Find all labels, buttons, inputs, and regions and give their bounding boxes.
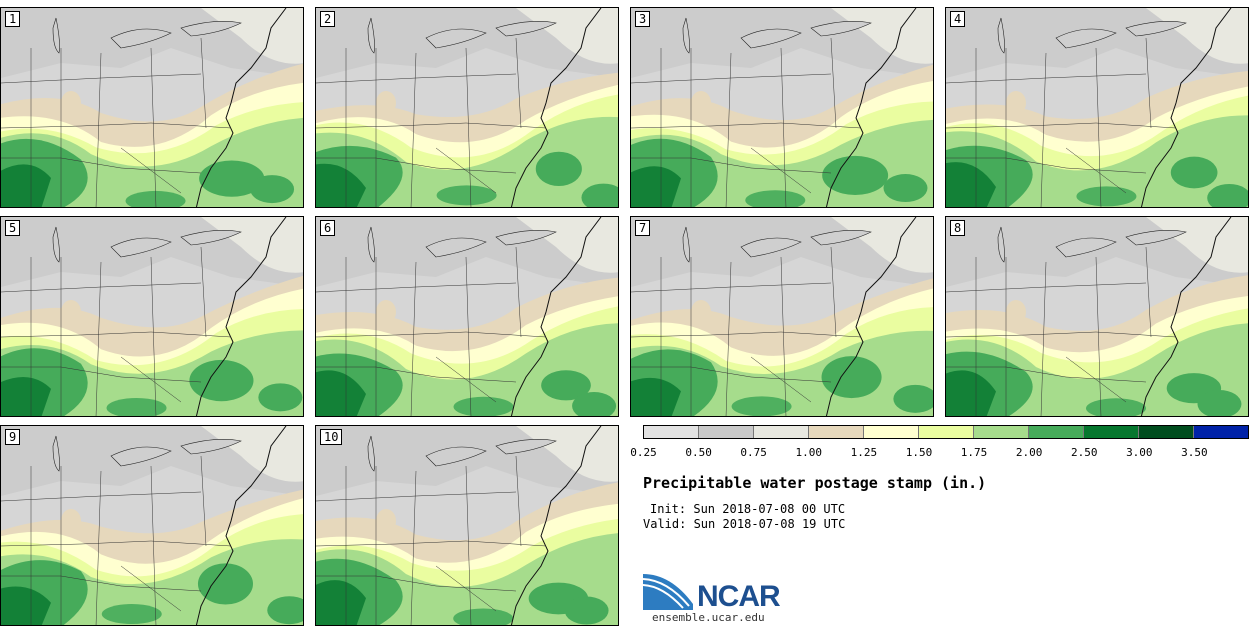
init-time: Init: Sun 2018-07-08 00 UTC <box>650 502 846 516</box>
colorbar-tick-label: 0.50 <box>685 446 712 459</box>
member-number: 2 <box>320 11 336 27</box>
colorbar-segment <box>699 426 754 438</box>
colorbar-tick-label: 1.50 <box>905 446 933 459</box>
precipitable-water-map <box>946 8 1248 207</box>
precipitable-water-map <box>1 217 303 416</box>
precipitable-water-map <box>1 8 303 207</box>
precipitable-water-colorbar <box>643 425 1249 439</box>
member-number: 5 <box>5 220 21 236</box>
precipitable-water-map <box>316 426 618 625</box>
colorbar-segment <box>644 426 699 438</box>
precipitable-water-map <box>316 8 618 207</box>
precipitable-water-map <box>631 217 933 416</box>
colorbar-tick-label: 3.00 <box>1126 446 1153 459</box>
stamp-panel-7[interactable]: 7 <box>630 216 934 417</box>
colorbar-segment <box>1084 426 1139 438</box>
ensemble-url: ensemble.ucar.edu <box>652 611 765 624</box>
colorbar-segment <box>974 426 1029 438</box>
stamp-panel-1[interactable]: 1 <box>0 7 304 208</box>
colorbar-tick-label: 2.50 <box>1070 446 1098 459</box>
precipitable-water-map <box>946 217 1248 416</box>
colorbar-segment <box>864 426 919 438</box>
member-number: 8 <box>950 220 966 236</box>
chart-title: Precipitable water postage stamp (in.) <box>643 474 987 492</box>
member-number: 3 <box>635 11 651 27</box>
precipitable-water-map <box>1 426 303 625</box>
colorbar-tick-label: 1.25 <box>850 446 878 459</box>
stamp-panel-6[interactable]: 6 <box>315 216 619 417</box>
member-number: 4 <box>950 11 966 27</box>
stamp-panel-3[interactable]: 3 <box>630 7 934 208</box>
colorbar-segment <box>754 426 809 438</box>
member-number: 1 <box>5 11 21 27</box>
member-number: 7 <box>635 220 651 236</box>
colorbar-tick-label: 3.50 <box>1181 446 1208 459</box>
valid-time: Valid: Sun 2018-07-08 19 UTC <box>643 517 846 531</box>
colorbar-tick-label: 1.75 <box>960 446 988 459</box>
stamp-panel-8[interactable]: 8 <box>945 216 1249 417</box>
member-number: 9 <box>5 429 21 445</box>
ncar-logo-icon <box>643 574 693 610</box>
colorbar-segment <box>1194 426 1248 438</box>
colorbar-segment <box>809 426 864 438</box>
stamp-panel-5[interactable]: 5 <box>0 216 304 417</box>
stamp-panel-9[interactable]: 9 <box>0 425 304 626</box>
colorbar-tick-label: 1.00 <box>795 446 823 459</box>
colorbar-segment <box>1139 426 1194 438</box>
stamp-panel-4[interactable]: 4 <box>945 7 1249 208</box>
colorbar-segment <box>1029 426 1084 438</box>
colorbar-segment <box>919 426 974 438</box>
ncar-wordmark: NCAR <box>697 580 781 613</box>
colorbar-tick-label: 0.25 <box>630 446 657 459</box>
precipitable-water-map <box>631 8 933 207</box>
member-number: 6 <box>320 220 336 236</box>
precipitable-water-map <box>316 217 618 416</box>
stamp-panel-2[interactable]: 2 <box>315 7 619 208</box>
colorbar-tick-label: 0.75 <box>740 446 767 459</box>
stamp-panel-10[interactable]: 10 <box>315 425 619 626</box>
member-number: 10 <box>320 429 343 445</box>
colorbar-tick-label: 2.00 <box>1015 446 1043 459</box>
